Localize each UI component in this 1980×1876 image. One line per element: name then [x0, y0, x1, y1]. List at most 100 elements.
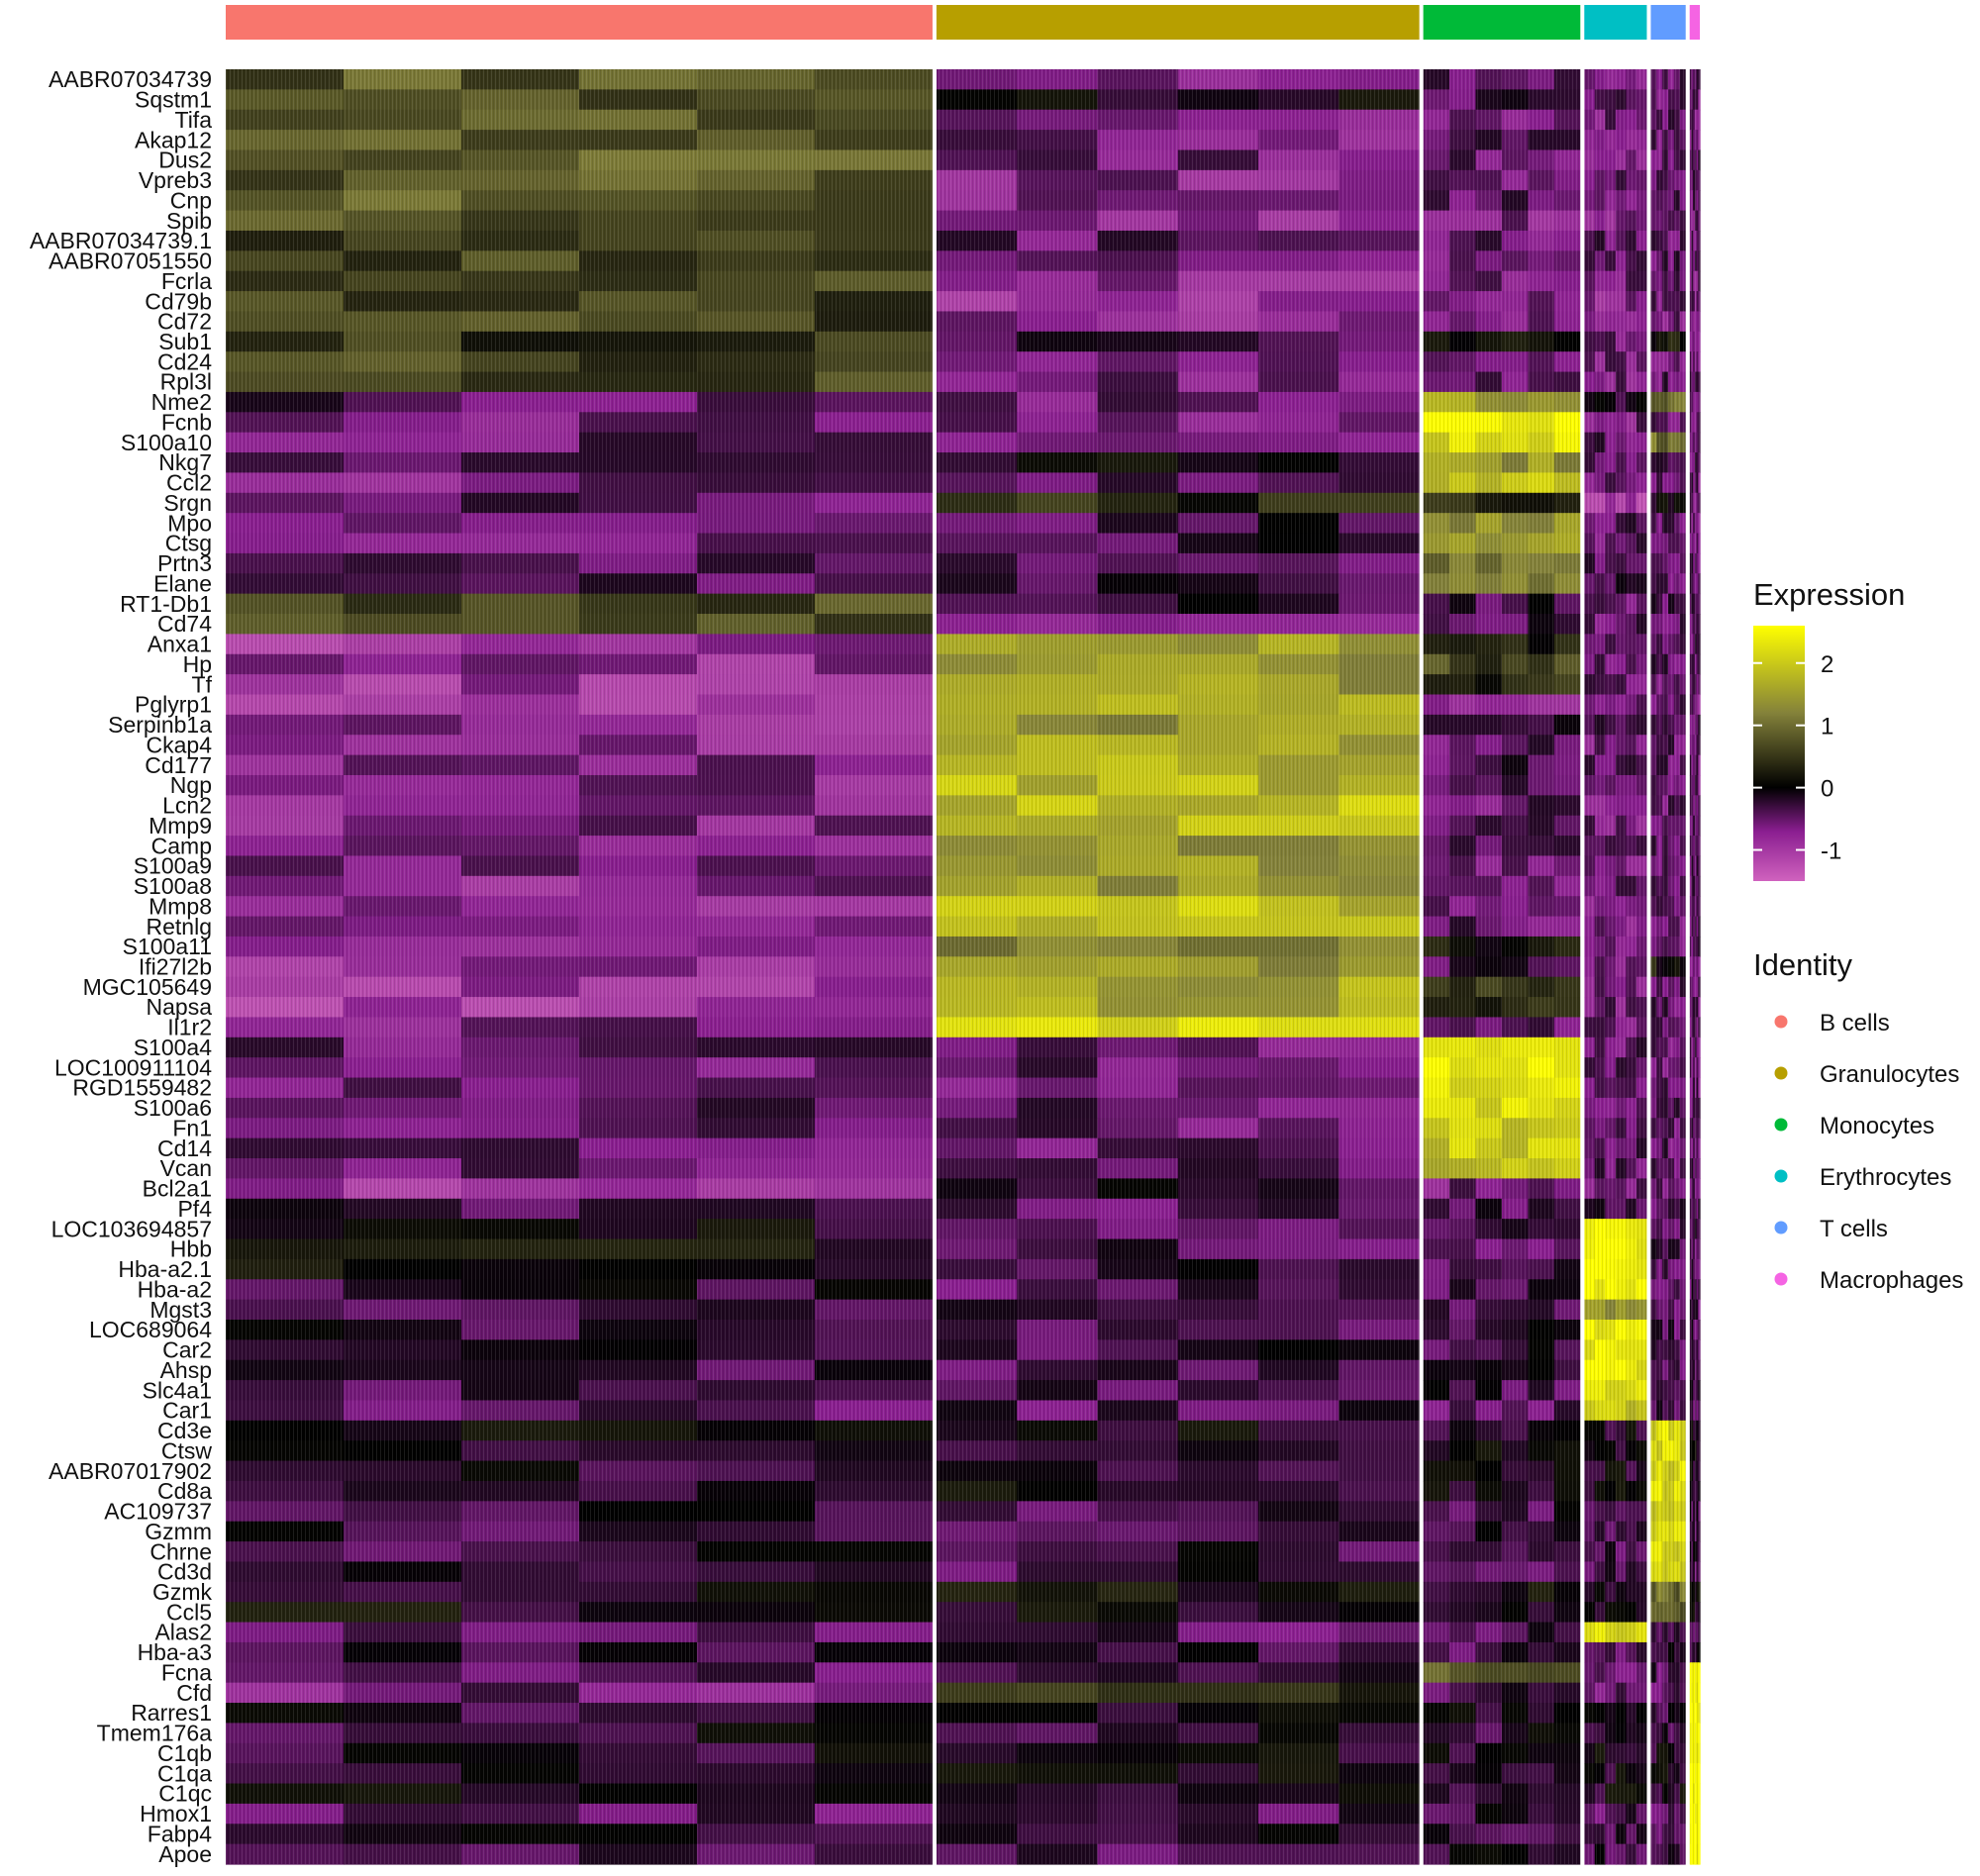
gene-label: Retnlg — [147, 914, 212, 939]
gene-label: C1qc — [158, 1781, 212, 1807]
gene-label: Cd24 — [157, 348, 212, 374]
gene-label: Tifa — [175, 107, 213, 133]
gene-label: Ifi27l2b — [139, 954, 212, 980]
gene-label: Ctsg — [165, 531, 212, 556]
gene-label: Nme2 — [151, 389, 212, 415]
separator-monocytes — [1580, 67, 1585, 1866]
gene-label: S100a11 — [123, 934, 212, 959]
gene-label: Il1r2 — [167, 1015, 212, 1040]
gene-label: Vpreb3 — [139, 167, 212, 193]
gene-label: Cd3e — [157, 1418, 212, 1443]
gene-label: Slc4a1 — [143, 1377, 212, 1403]
gene-label: Ahsp — [160, 1357, 212, 1383]
expression-colorbar-ticks: 2 1 0 -1 — [1753, 651, 1841, 865]
expression-colorbar — [1753, 626, 1805, 881]
identity-group-bar — [226, 5, 1700, 40]
gene-label: Fn1 — [172, 1116, 212, 1141]
gene-label: Cd3d — [157, 1559, 212, 1585]
gene-label: S100a6 — [134, 1095, 212, 1121]
legend-label-t-cells: T cells — [1820, 1216, 1888, 1242]
gene-label: Spib — [166, 208, 212, 234]
gene-label: Fcnb — [161, 410, 212, 436]
colorbar-tick-label: -1 — [1821, 839, 1841, 865]
gene-label: Fabp4 — [148, 1821, 212, 1846]
gene-label: S100a9 — [134, 853, 212, 879]
gene-label: Ccl5 — [166, 1599, 212, 1625]
legend-label-b-cells: B cells — [1820, 1010, 1890, 1037]
gene-label: Nkg7 — [158, 449, 212, 475]
gene-label: Car2 — [162, 1337, 212, 1363]
gene-label: Hmox1 — [140, 1801, 212, 1827]
group-bar-granulocytes — [936, 5, 1420, 40]
legend-label-granulocytes: Granulocytes — [1820, 1061, 1959, 1088]
gene-label: Pf4 — [177, 1196, 212, 1222]
gene-label: Tf — [192, 671, 213, 697]
gene-label: Cd79b — [145, 288, 212, 314]
gene-label: Cfd — [176, 1680, 212, 1706]
gene-label: C1qa — [157, 1760, 212, 1786]
gene-label: Ngp — [170, 772, 212, 798]
gene-label: S100a10 — [121, 430, 212, 455]
gene-label: Bcl2a1 — [143, 1176, 212, 1202]
colorbar-tick-label: 2 — [1821, 651, 1833, 678]
group-bar-b-cells — [226, 5, 933, 40]
gene-label: Rarres1 — [131, 1700, 212, 1726]
cell-texture-overlay — [226, 69, 1700, 1864]
gene-label: MGC105649 — [83, 974, 212, 1000]
gene-label: Srgn — [163, 490, 212, 516]
gene-label: Cd72 — [157, 309, 212, 335]
gene-label: Chrne — [149, 1538, 212, 1564]
expression-legend: Expression 2 1 0 -1 — [1753, 577, 1905, 881]
gene-label: LOC689064 — [89, 1317, 212, 1342]
gene-label: Hbb — [170, 1236, 212, 1262]
gene-label: AABR07034739.1 — [30, 228, 212, 253]
separator-granulocytes — [1419, 67, 1424, 1866]
gene-label: Camp — [151, 833, 212, 858]
gene-label: Mmp9 — [148, 813, 212, 839]
gene-label: S100a8 — [134, 873, 212, 899]
legend-swatch-b-cells — [1774, 1015, 1788, 1029]
gene-label: Vcan — [160, 1155, 212, 1181]
legend-swatch-monocytes — [1774, 1118, 1788, 1132]
gene-label: Hp — [183, 651, 212, 677]
gene-label: Cd74 — [157, 611, 212, 637]
gene-label: Cd14 — [157, 1135, 212, 1161]
identity-legend-entries: B cells Granulocytes Monocytes Erythrocytes… — [1774, 1010, 1963, 1294]
gene-label: Cd177 — [145, 752, 212, 778]
gene-label: RGD1559482 — [72, 1075, 212, 1101]
gene-label: Mmp8 — [148, 893, 212, 919]
legend-swatch-granulocytes — [1774, 1066, 1788, 1080]
gene-label: AABR07017902 — [49, 1458, 212, 1484]
gene-label: Hba-a2.1 — [118, 1256, 212, 1282]
group-bar-macrophages — [1689, 5, 1700, 40]
gene-label: AABR07034739 — [49, 66, 212, 92]
gene-label: Cnp — [170, 187, 212, 213]
gene-labels: AABR07034739Sqstm1TifaAkap12Dus2Vpreb3Cn… — [30, 66, 213, 1867]
gene-label: S100a4 — [134, 1035, 213, 1060]
expression-legend-title: Expression — [1753, 577, 1905, 612]
separator-erythrocytes — [1646, 67, 1651, 1866]
gene-label: Akap12 — [135, 127, 212, 152]
gene-label: Hba-a2 — [138, 1276, 212, 1302]
gene-label: Car1 — [162, 1398, 212, 1424]
legend-label-erythrocytes: Erythrocytes — [1820, 1164, 1951, 1191]
legend-swatch-erythrocytes — [1774, 1169, 1788, 1183]
group-separators — [932, 67, 1690, 1866]
legend-label-monocytes: Monocytes — [1820, 1113, 1934, 1139]
group-bar-erythrocytes — [1584, 5, 1647, 40]
gene-label: Hba-a3 — [138, 1639, 212, 1665]
gene-label: AC109737 — [104, 1499, 212, 1525]
legend-swatch-t-cells — [1774, 1221, 1788, 1234]
group-bar-t-cells — [1650, 5, 1686, 40]
colorbar-tick-label: 0 — [1821, 776, 1833, 803]
gene-label: Pglyrp1 — [135, 692, 212, 718]
gene-label: Alas2 — [154, 1620, 212, 1645]
gene-label: Fcrla — [161, 268, 212, 294]
gene-label: AABR07051550 — [49, 248, 212, 274]
gene-label: Ckap4 — [147, 732, 213, 757]
gene-label: Apoe — [158, 1841, 212, 1867]
gene-label: Ctsw — [161, 1437, 213, 1463]
separator-t-cells — [1685, 67, 1690, 1866]
identity-legend: Identity B cells Granulocytes Monocytes Ery… — [1753, 947, 1963, 1294]
